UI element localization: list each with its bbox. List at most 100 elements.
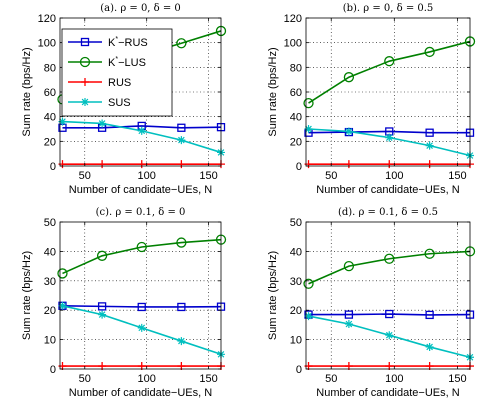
data-point xyxy=(385,160,394,169)
panel-title: (b). ρ = 0, δ = 0.5 xyxy=(343,3,434,14)
data-point xyxy=(98,310,107,319)
plot-area xyxy=(306,222,470,369)
x-tick-label: 150 xyxy=(199,170,217,182)
legend-label: SUS xyxy=(108,97,131,109)
data-point xyxy=(384,253,395,264)
y-tick-label: 60 xyxy=(290,87,302,99)
data-point xyxy=(137,302,146,312)
y-tick-label: 20 xyxy=(290,136,302,148)
y-axis-label: Sum rate (bps/Hz) xyxy=(21,47,33,136)
y-tick-label: 20 xyxy=(44,136,56,148)
data-point xyxy=(58,301,67,310)
x-tick-label: 100 xyxy=(385,373,403,385)
data-point xyxy=(137,160,146,169)
series-line-2 xyxy=(308,40,471,104)
data-point xyxy=(344,160,353,169)
chart-panel-2: 50 100 150 0 20 40 60 80 100 120 (b). ρ = 0, δ = 0… xyxy=(267,3,476,196)
legend-marker xyxy=(81,78,89,86)
x-axis-label: Number of candidate−UEs, N xyxy=(69,184,212,196)
y-tick-label: 0 xyxy=(296,364,302,376)
data-point xyxy=(98,119,107,128)
data-point xyxy=(137,323,146,332)
data-point xyxy=(96,250,108,261)
x-tick-label: 100 xyxy=(385,170,403,182)
x-tick-label: 150 xyxy=(448,170,466,182)
data-point xyxy=(137,126,146,135)
data-point xyxy=(425,141,434,150)
y-tick-label: 60 xyxy=(44,87,56,99)
y-tick-label: 0 xyxy=(50,161,56,173)
data-point xyxy=(303,97,314,109)
chart-panel-3: 50 100 150 0 10 20 30 40 50 (c). ρ = 0.1, δ = 0 Nu… xyxy=(21,207,227,399)
x-axis-label: Number of candidate−UEs, N xyxy=(316,387,459,399)
data-point xyxy=(425,310,434,320)
legend-label: K*−LUS xyxy=(108,56,146,69)
y-tick-label: 40 xyxy=(290,112,302,124)
series-line-1 xyxy=(62,304,222,308)
x-tick-label: 50 xyxy=(325,373,337,385)
legend: K*−RUS K*−LUS RUS SUS xyxy=(61,28,173,117)
y-tick-label: 30 xyxy=(290,276,302,288)
panel-title: (a). ρ = 0, δ = 0 xyxy=(100,3,181,14)
y-tick-label: 30 xyxy=(44,276,56,288)
data-point xyxy=(136,241,147,253)
y-tick-label: 80 xyxy=(290,62,302,74)
data-point xyxy=(176,237,187,248)
series-line-1 xyxy=(62,125,222,129)
x-axis-label: Number of candidate−UEs, N xyxy=(316,184,459,196)
y-tick-label: 20 xyxy=(290,305,302,317)
data-point xyxy=(176,38,187,49)
axes-frame xyxy=(59,221,222,370)
data-point xyxy=(57,268,68,279)
legend-label: K*−RUS xyxy=(108,36,148,49)
data-point xyxy=(344,320,353,329)
data-point xyxy=(177,302,186,312)
legend-label: RUS xyxy=(108,77,131,89)
y-tick-label: 120 xyxy=(38,13,56,25)
x-axis-label: Number of candidate−UEs, N xyxy=(69,387,212,399)
x-tick-label: 50 xyxy=(79,170,91,182)
legend-marker xyxy=(79,56,91,68)
data-point xyxy=(425,160,434,169)
data-point xyxy=(98,160,107,169)
x-tick-label: 50 xyxy=(79,373,91,385)
y-tick-label: 10 xyxy=(44,335,56,347)
series-line-1 xyxy=(308,130,470,134)
x-tick-label: 150 xyxy=(448,373,466,385)
data-point xyxy=(343,260,355,272)
data-point xyxy=(384,56,395,67)
series-line-2 xyxy=(308,250,471,285)
data-point xyxy=(425,342,434,351)
data-point xyxy=(304,312,313,321)
data-point xyxy=(97,302,107,311)
data-point xyxy=(424,248,435,259)
legend-marker xyxy=(81,98,89,106)
data-point xyxy=(304,125,313,133)
data-point xyxy=(385,331,394,340)
y-tick-label: 40 xyxy=(290,246,302,258)
y-tick-label: 50 xyxy=(290,217,302,229)
y-axis-label: Sum rate (bps/Hz) xyxy=(267,47,279,136)
y-tick-label: 40 xyxy=(44,246,56,258)
data-point xyxy=(385,309,394,319)
y-axis-label: Sum rate (bps/Hz) xyxy=(267,251,279,340)
y-tick-label: 10 xyxy=(290,335,302,347)
y-tick-label: 40 xyxy=(44,112,56,124)
y-tick-label: 0 xyxy=(296,161,302,173)
chart-panel-4: 50 100 150 0 10 20 30 40 50 (d). ρ = 0.1, δ = 0.5… xyxy=(267,207,476,399)
legend-marker xyxy=(80,37,90,47)
y-tick-label: 50 xyxy=(44,217,56,229)
x-tick-label: 50 xyxy=(325,170,337,182)
x-tick-label: 100 xyxy=(138,170,156,182)
data-point xyxy=(177,337,186,346)
y-tick-label: 100 xyxy=(38,38,56,50)
data-point xyxy=(425,128,434,137)
data-point xyxy=(344,127,353,136)
y-tick-label: 120 xyxy=(284,13,302,25)
series-line-1 xyxy=(308,313,471,316)
data-point xyxy=(177,160,186,169)
axes-frame xyxy=(305,221,471,370)
panel-title: (c). ρ = 0.1, δ = 0 xyxy=(96,207,186,218)
data-point xyxy=(424,46,435,58)
